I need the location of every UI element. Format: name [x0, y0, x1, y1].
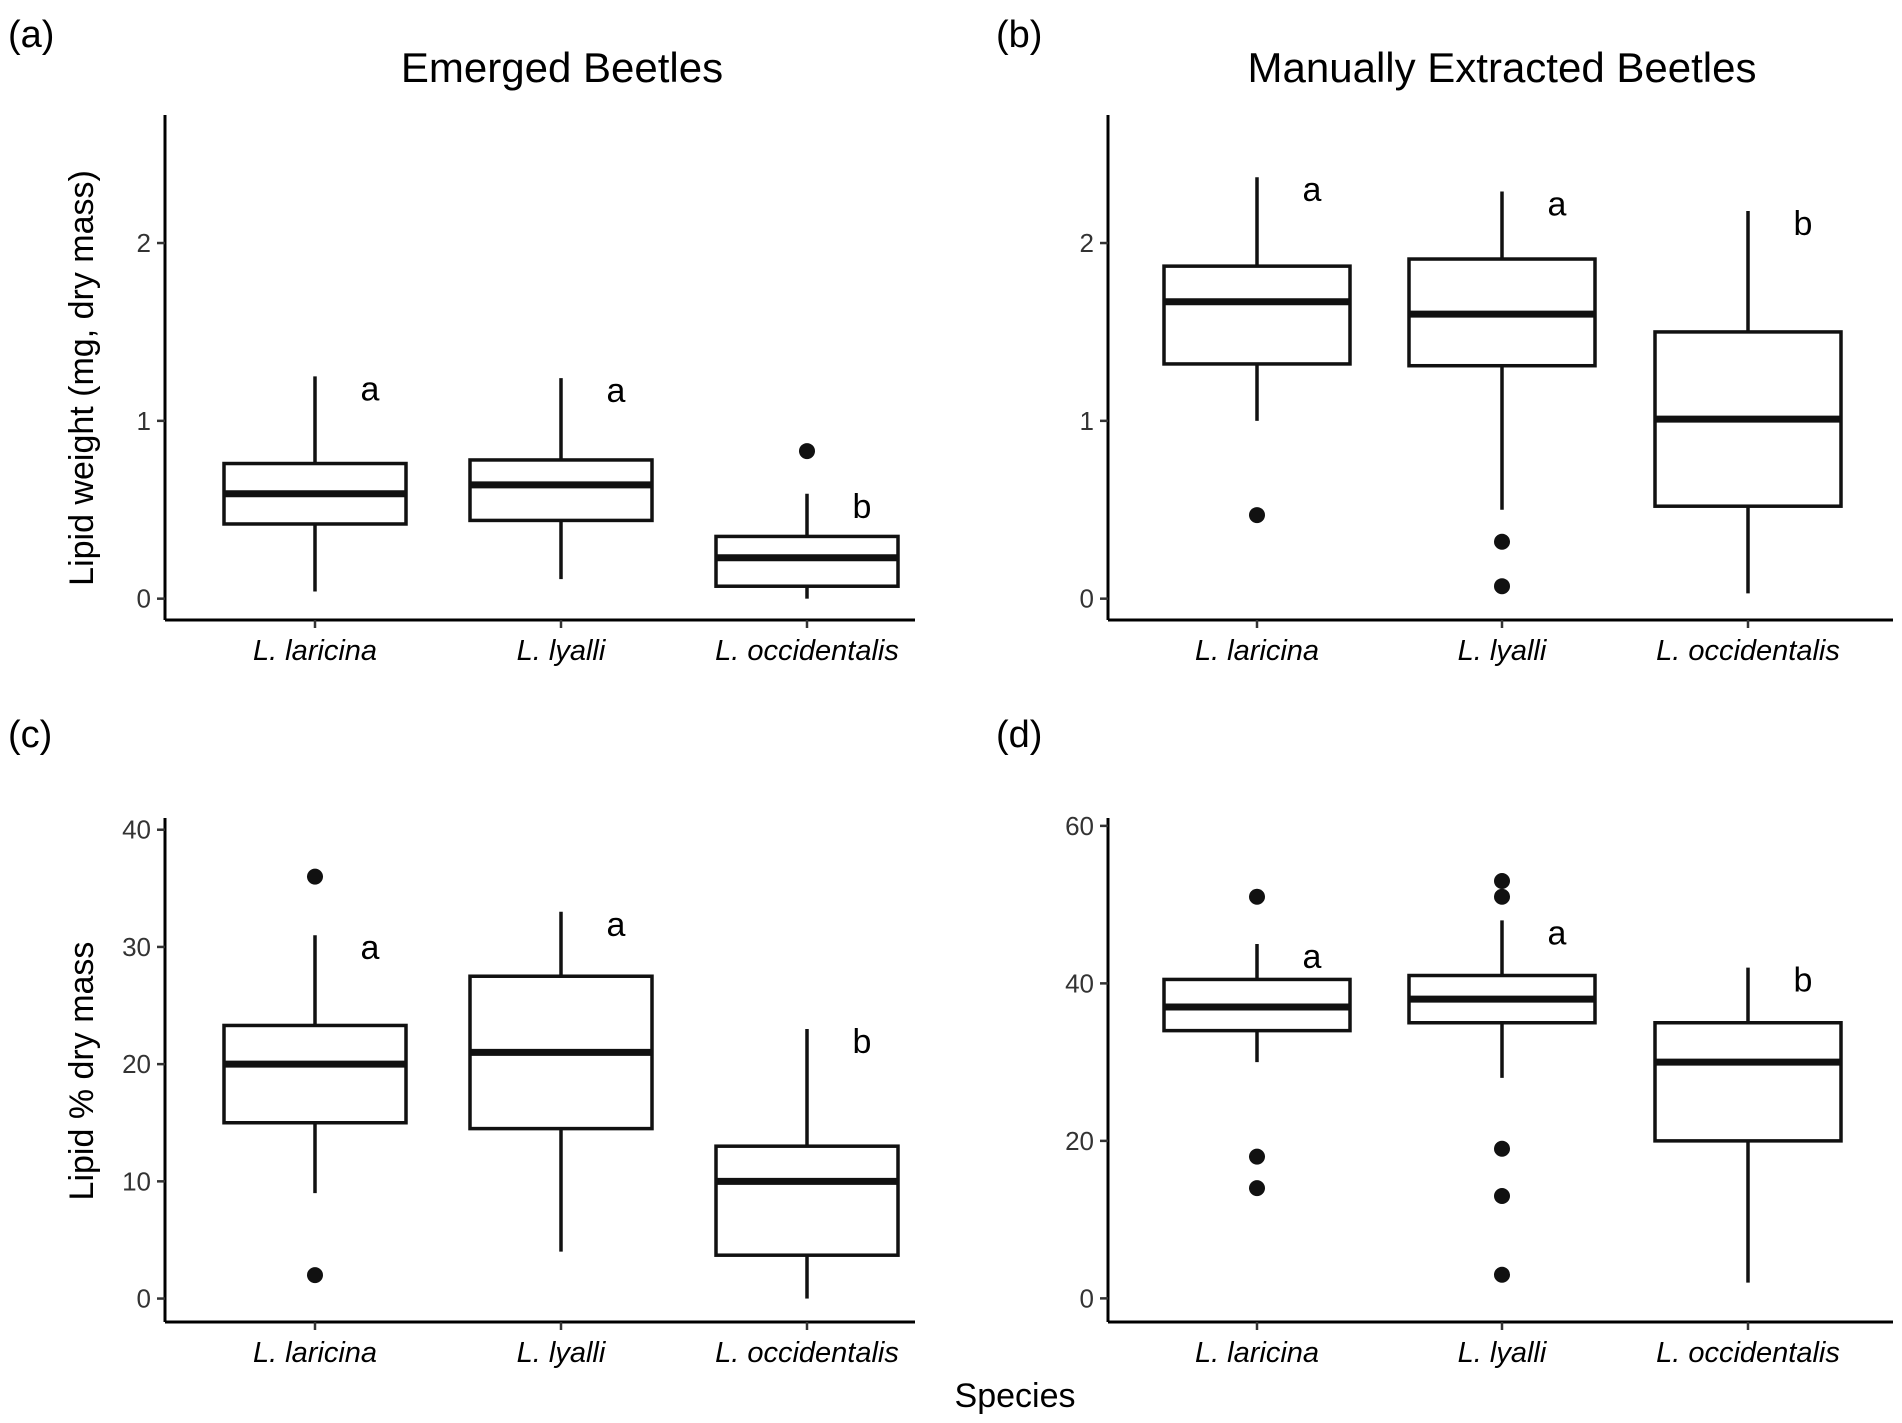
y-tick-label: 2	[137, 228, 151, 258]
outlier-point	[1249, 1148, 1265, 1165]
outlier-point	[1494, 578, 1510, 595]
y-tick-label: 10	[122, 1166, 151, 1196]
box-1: a	[222, 868, 408, 1284]
box-3: b	[714, 443, 900, 599]
y-tick-label: 0	[1080, 1283, 1094, 1313]
y-tick-label: 2	[1080, 228, 1094, 258]
box-1: a	[1162, 888, 1352, 1197]
panel-letter: (c)	[8, 714, 52, 756]
panel-letter: (a)	[8, 14, 54, 56]
outlier-point	[799, 443, 815, 460]
y-axis-title-top: Lipid weight (mg, dry mass)	[63, 170, 101, 586]
x-tick-label: L. occidentalis	[715, 635, 899, 667]
box-2: a	[1407, 873, 1597, 1283]
x-tick-label: L. laricina	[253, 1337, 377, 1369]
outlier-point	[1249, 1180, 1265, 1197]
panel-b: (b) Manually Extracted Beetles 0 1 2 L. laric…	[996, 14, 1893, 667]
significance-letter: a	[1303, 938, 1322, 976]
significance-letter: a	[361, 370, 380, 408]
significance-letter: b	[853, 488, 872, 526]
x-tick-label: L. occidentalis	[1656, 635, 1840, 667]
iqr-box	[1162, 264, 1352, 366]
y-tick-label: 1	[137, 406, 151, 436]
y-tick-label: 60	[1065, 811, 1094, 841]
panel-letter: (b)	[996, 14, 1042, 56]
iqr-box	[714, 534, 900, 588]
significance-letter: b	[853, 1023, 872, 1061]
panel-c: (c) 0 10 20 30 40 L. laricina a L. lyalli a L. occ…	[8, 714, 915, 1369]
iqr-box	[468, 458, 654, 523]
x-tick-label: L. lyalli	[1458, 1337, 1548, 1369]
box-2: a	[1407, 185, 1597, 595]
significance-letter: a	[1548, 914, 1567, 952]
y-tick-label: 0	[137, 1284, 151, 1314]
box-1: a	[1162, 171, 1352, 524]
y-tick-label: 20	[122, 1049, 151, 1079]
outlier-point	[1494, 888, 1510, 905]
box-3: b	[714, 1023, 900, 1299]
significance-letter: b	[1794, 962, 1813, 1000]
x-tick-label: L. laricina	[1195, 635, 1319, 667]
panel-a: (a) Emerged Beetles 0 1 2 L. laricina a L. lyal…	[8, 14, 915, 667]
significance-letter: a	[607, 906, 626, 944]
panels: (a) Emerged Beetles 0 1 2 L. laricina a L. lyal…	[8, 14, 1893, 1369]
iqr-box	[1653, 1021, 1843, 1143]
y-tick-label: 20	[1065, 1126, 1094, 1156]
x-tick-label: L. laricina	[253, 635, 377, 667]
y-axis-title-bottom: Lipid % dry mass	[63, 942, 101, 1201]
panel-title: Manually Extracted Beetles	[1248, 44, 1757, 91]
significance-letter: a	[1303, 171, 1322, 209]
y-tick-label: 1	[1080, 406, 1094, 436]
outlier-point	[1494, 1266, 1510, 1283]
outlier-point	[1249, 888, 1265, 905]
box-3: b	[1653, 205, 1843, 594]
panel-letter: (d)	[996, 714, 1042, 756]
y-tick-label: 0	[1080, 584, 1094, 614]
y-tick-label: 40	[1065, 968, 1094, 998]
panel-title: Emerged Beetles	[401, 44, 723, 91]
x-tick-label: L. laricina	[1195, 1337, 1319, 1369]
x-tick-label: L. lyalli	[517, 1337, 607, 1369]
y-tick-label: 40	[122, 815, 151, 845]
significance-letter: a	[1548, 185, 1567, 223]
iqr-box	[714, 1144, 900, 1257]
outlier-point	[1494, 1188, 1510, 1204]
x-tick-label: L. lyalli	[1458, 635, 1548, 667]
significance-letter: a	[607, 372, 626, 410]
significance-letter: b	[1794, 205, 1813, 243]
outlier-point	[1249, 507, 1265, 524]
significance-letter: a	[361, 929, 380, 967]
x-tick-label: L. lyalli	[517, 635, 607, 667]
outlier-point	[307, 1267, 323, 1284]
box-2: a	[468, 906, 654, 1252]
y-tick-label: 30	[122, 932, 151, 962]
x-tick-label: L. occidentalis	[715, 1337, 899, 1369]
box-2: a	[468, 372, 654, 580]
y-tick-label: 0	[137, 584, 151, 614]
box-1: a	[222, 370, 408, 592]
iqr-box	[222, 1023, 408, 1125]
x-axis-title: Species	[955, 1377, 1076, 1415]
panel-d: (d) 0 20 40 60 L. laricina a L. lyalli a L. occid…	[996, 714, 1893, 1369]
outlier-point	[307, 868, 323, 885]
outlier-point	[1494, 533, 1510, 550]
x-tick-label: L. occidentalis	[1656, 1337, 1840, 1369]
box-3: b	[1653, 962, 1843, 1283]
outlier-point	[1494, 1140, 1510, 1157]
outlier-point	[1494, 873, 1510, 889]
